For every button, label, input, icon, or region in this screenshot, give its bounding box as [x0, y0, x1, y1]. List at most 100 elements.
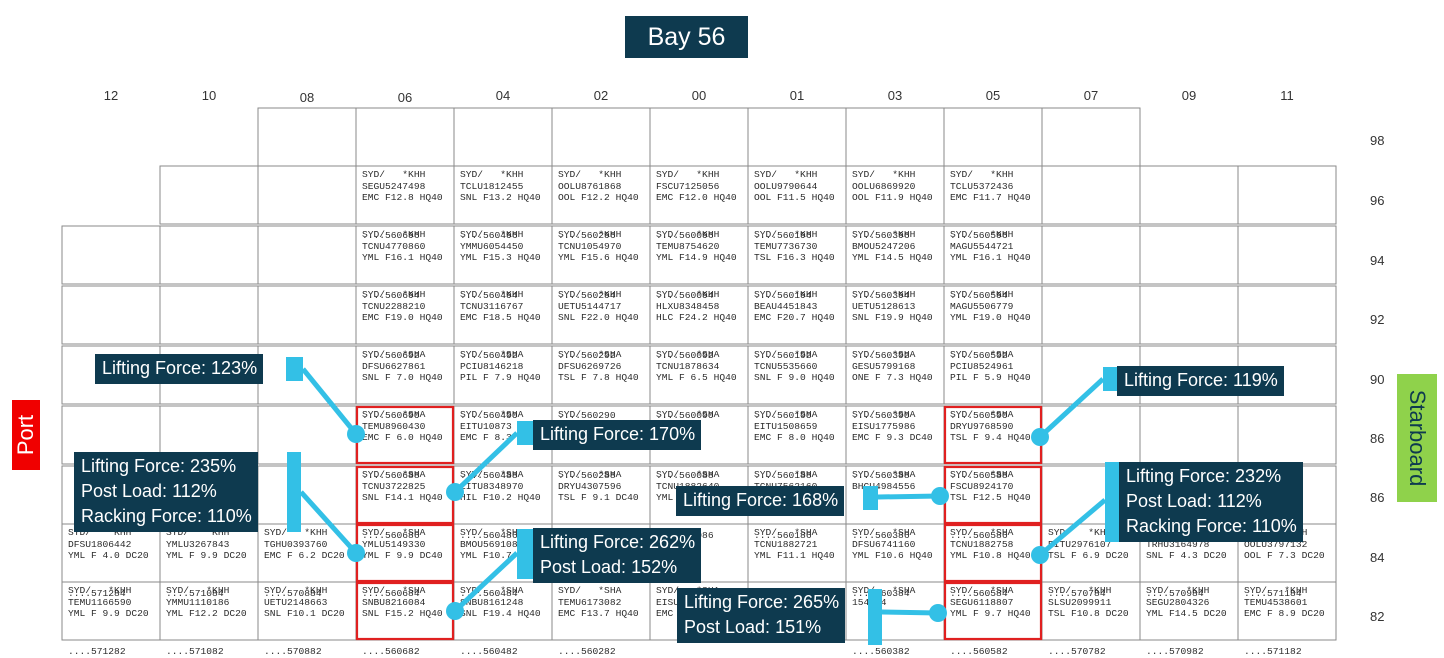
cell-line-2: PCIU8146218	[460, 360, 524, 372]
cell-line-1: SYD/ *KHH	[656, 289, 720, 300]
cell-line-1: SYD/ *SHA	[852, 409, 916, 420]
cell-line-3: ONE F 7.3 HQ40	[852, 372, 933, 383]
cell-line-2: TEMU7736730	[754, 240, 818, 252]
cell-line-1: SYD/ *SHA	[656, 469, 720, 480]
cell-line-1: SYD/ *KHH	[166, 527, 230, 538]
cell-position-code: ....560694	[362, 290, 420, 301]
cell-line-2: GESU5799168	[852, 360, 916, 372]
cell-line-2: BHCU4984556	[852, 480, 916, 492]
cell-line-2: UETU5144717	[558, 300, 622, 312]
callout-marker-dot	[446, 483, 464, 501]
cell-position-code: ....560090	[656, 410, 714, 421]
cell-position-code: ....560096	[656, 230, 714, 241]
cell-line-1: SYD/ *KHH	[460, 289, 524, 300]
cell-line-1: SYD/ *KHH	[656, 229, 720, 240]
column-header-10: 10	[201, 88, 217, 103]
cell-position-code: ....560186	[754, 530, 812, 541]
cell-line-1: SYD/ *SHA	[852, 585, 916, 596]
cell-line-3: SNL F19.4 HQ40	[460, 608, 541, 619]
callout-line: Post Load: 112%	[81, 481, 217, 501]
cell-line-1: SYD/	[558, 409, 582, 420]
cell-line-3: EMC F13.7 HQ40	[558, 608, 639, 619]
callout-accent-bar	[863, 486, 878, 510]
container-cell-94-04: SYD/ *KHH YMMU6054450 YML F15.3 HQ40 ....56…	[460, 229, 541, 301]
cell-line-3: YML F11.1 HQ40	[754, 550, 835, 561]
cell-position-code: ....560594	[950, 290, 1008, 301]
cell-position-code: ....571084	[166, 588, 224, 599]
cell-line-2: OOLU3797132	[1244, 538, 1308, 550]
cell-position-code: ....560488	[460, 470, 518, 481]
container-cell-84-05: SYD/ *SHA TCNU1882758 YML F10.8 HQ40 ....56…	[950, 527, 1031, 599]
cell-line-1: SYD/ *KHH	[656, 169, 720, 180]
cell-line-3: EMC F 8.3	[460, 432, 512, 443]
column-header-07: 07	[1083, 88, 1099, 103]
container-cell-90-03: SYD/ *SHA GESU5799168 ONE F 7.3 HQ40 ....56…	[852, 349, 933, 421]
cell-line-1: SYD/ *SHA	[852, 527, 916, 538]
callout-line: Lifting Force: 235%	[81, 456, 237, 476]
cell-line-3: YML F 9.9 DC20	[68, 608, 149, 619]
container-cell-94-02: SYD/ *KHH TCNU1054970 YML F15.6 HQ40 ....56…	[558, 229, 639, 301]
cell-position-code: ....560688	[362, 470, 420, 481]
container-cell-90-04: SYD/ *SHA PCIU8146218 PIL F 7.9 HQ40 ....56…	[460, 349, 541, 421]
container-cell-88-02: SYD/ ....560288	[558, 409, 616, 481]
cell-line-3: TSL F10.8 DC20	[1048, 608, 1129, 619]
cell-line-2: OOLU8761868	[558, 180, 622, 192]
cell-line-2: TEMU1166590	[68, 596, 132, 608]
cell-position-code: ....571184	[1244, 588, 1302, 599]
column-header-09: 09	[1181, 88, 1197, 103]
cell-line-1: SYD/ *KHH	[754, 289, 818, 300]
cell-line-2: BEAU4451843	[754, 300, 818, 312]
container-cell-92-02: SYD/ *KHH UETU5144717 SNL F22.0 HQ40 ....56…	[558, 289, 639, 361]
cell-position-code: ....560190	[754, 410, 812, 421]
container-cell-90-06: SYD/ *SHA DFSU6627861 SNL F 7.0 HQ40 ....56…	[362, 349, 443, 421]
cell-line-2: EITU8348970	[460, 480, 524, 492]
grid-slot-82-11	[1237, 581, 1337, 641]
cell-line-3: YML F 4.0 DC20	[68, 550, 149, 561]
cell-line-2: DFSU6741160	[852, 538, 916, 550]
cell-line-2: EITU1508659	[754, 420, 818, 432]
cell-line-1: SYD/ *KHH	[1048, 527, 1112, 538]
cell-line-1: SYD/ *KHH	[166, 585, 230, 596]
cell-line-3: EMC F 6.2 DC20	[264, 550, 345, 561]
callout-marker-dot	[931, 487, 949, 505]
cell-line-1: SYD/ *SHA	[558, 469, 622, 480]
cell-line-3: YML F14.5 HQ40	[852, 252, 933, 263]
cell-line-2: TCLU1812455	[460, 180, 524, 192]
cell-line-1: SYD/ *KHH	[264, 527, 328, 538]
container-cell-88-06: SYD/ *SHA TEMU8960430 EMC F 6.0 HQ40 ....56…	[362, 409, 443, 481]
column-header-12: 12	[103, 88, 119, 103]
callout-c119: Lifting Force: 119%	[1117, 366, 1284, 396]
cell-position-code: ....560490	[460, 410, 518, 421]
callout-marker-dot	[929, 604, 947, 622]
container-cell-84-07: SYD/ *KHH EITU2976107 TSL F 6.9 DC20 ....57…	[1048, 527, 1129, 599]
cell-line-1: SYD/ *KHH	[950, 229, 1014, 240]
cell-position-code: ....560692	[362, 350, 420, 361]
cell-position-code: ....570984	[1146, 588, 1204, 599]
cell-line-3: PIL F 5.9 HQ40	[950, 372, 1031, 383]
cell-line-2: TRHU3164978	[1146, 538, 1210, 550]
cell-line-1: SYD/ *SHA	[754, 349, 818, 360]
cell-line-3: SNL F 9.0 HQ40	[754, 372, 835, 383]
callout-accent-bar	[287, 452, 301, 532]
port-label: Port	[12, 400, 40, 470]
callout-line: Lifting Force: 232%	[1126, 466, 1282, 486]
cell-line-3: SNL F13.2 HQ40	[460, 192, 541, 203]
cell-position-code: ....560288	[558, 470, 616, 481]
container-cell-90-02: SYD/ *SHA DFSU6269726 TSL F 7.8 HQ40 ....56…	[558, 349, 639, 421]
cell-line-2: TCNU5535660	[754, 360, 818, 372]
cell-line-1: SYD/ *SHA	[558, 585, 622, 596]
cell-line-2: FSCU8924170	[950, 480, 1014, 492]
cell-line-2: DRYU9768590	[950, 420, 1014, 432]
container-cell-96-05: SYD/ *KHH TCLU5372436 EMC F11.7 HQ40 ....56…	[950, 169, 1031, 241]
column-header-08: 08	[299, 90, 315, 105]
cell-line-3: YML F10.7	[460, 550, 512, 561]
cell-line-2: TEMU8754620	[656, 240, 720, 252]
callout-accent-bar	[286, 357, 303, 381]
cell-line-1: SYD/ *SHA	[754, 527, 818, 538]
container-cell-92-03: SYD/ *KHH UETU5128613 SNL F19.9 HQ40 ....56…	[852, 289, 933, 361]
container-cell-90-05: SYD/ *SHA PCIU8524961 PIL F 5.9 HQ40 ....56…	[950, 349, 1031, 421]
container-cell-96-04: SYD/ *KHH TCLU1812455 SNL F13.2 HQ40 ....56…	[460, 169, 541, 241]
cell-line-1: SYD/ *KHH	[852, 289, 916, 300]
cell-position-code: ....560188	[754, 470, 812, 481]
